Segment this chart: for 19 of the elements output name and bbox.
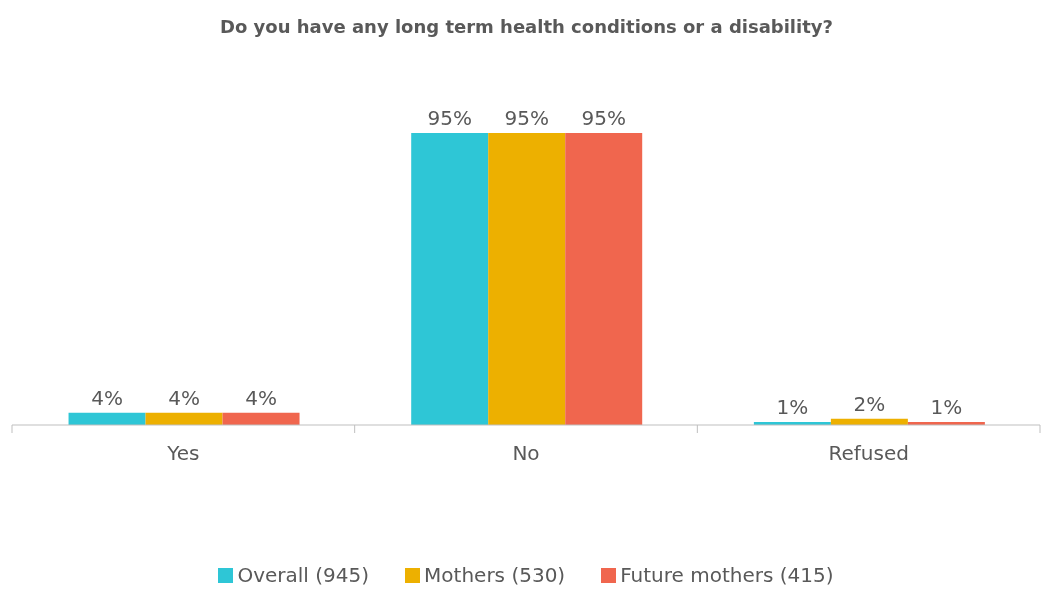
- data-label: 95%: [504, 106, 549, 130]
- legend-label: Mothers (530): [424, 563, 566, 587]
- data-label: 95%: [427, 106, 472, 130]
- chart-title: Do you have any long term health conditions or a disability?: [219, 16, 834, 37]
- data-label: 4%: [245, 385, 277, 410]
- data-label: 1%: [776, 394, 809, 419]
- x-tick-label: Yes: [166, 441, 200, 465]
- legend-label: Future mothers (415): [620, 563, 834, 587]
- x-tick-label: Refused: [828, 441, 909, 465]
- data-label: 95%: [581, 106, 626, 130]
- data-label: 4%: [91, 385, 123, 410]
- bar: [488, 133, 566, 425]
- data-label: 2%: [853, 391, 886, 416]
- data-label: 4%: [168, 385, 200, 410]
- bar: [411, 133, 489, 425]
- bar: [565, 133, 643, 425]
- data-label: 1%: [930, 394, 963, 419]
- x-tick-label: No: [512, 441, 540, 465]
- legend-label: Overall (945): [237, 563, 370, 587]
